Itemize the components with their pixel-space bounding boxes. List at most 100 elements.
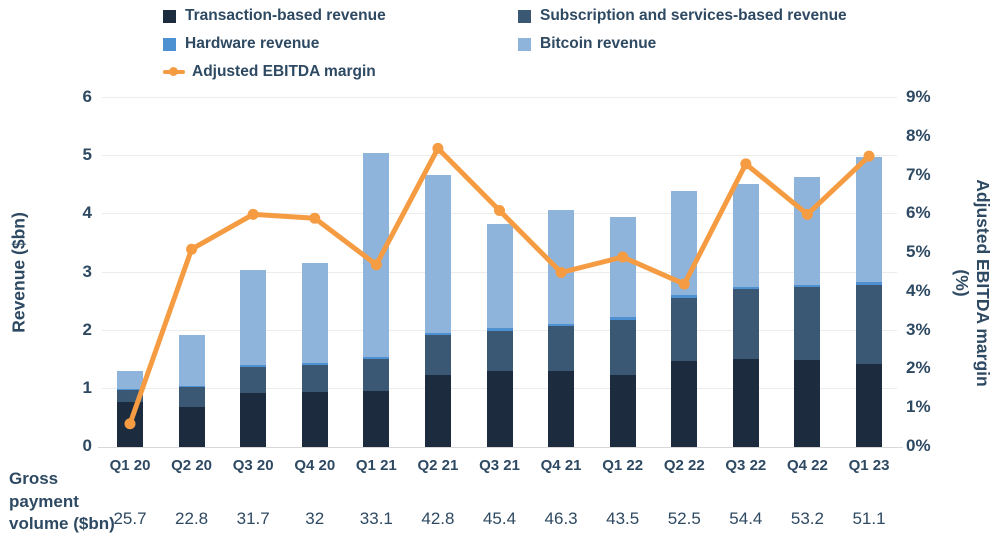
bar-segment-transaction-based-revenue [486,371,513,447]
bar-segment-subscription-and-services-based-revenue [486,330,513,372]
bar-segment-transaction-based-revenue [609,375,636,447]
ebitda-point-q1-23 [863,150,875,162]
y-right-tick-6: 6% [906,203,931,223]
bar-segment-transaction-based-revenue [856,364,882,447]
gpv-value-q2-20: 22.8 [175,509,209,528]
bar-segment-bitcoin-revenue [240,270,267,365]
ebitda-point-q3-20 [247,208,259,220]
bar-segment-subscription-and-services-based-revenue [240,366,267,393]
bar-segment-subscription-and-services-based-revenue [732,289,759,359]
bar-segment-subscription-and-services-based-revenue [856,284,882,365]
gpv-value-q3-22: 54.4 [729,509,763,528]
ebitda-line-marker-icon [163,65,185,79]
bar-segment-transaction-based-revenue [424,375,451,447]
chart-legend: Transaction-based revenue Subscription an… [163,7,847,81]
legend-row-2: Adjusted EBITDA margin [163,63,847,81]
gpv-value-q1-21: 33.1 [359,509,393,528]
y-right-tick-0: 0% [906,436,931,455]
gridline-5 [102,155,897,157]
bar-segment-subscription-and-services-based-revenue [363,358,390,392]
bar-q4-20 [301,98,328,447]
bar-segment-hardware-revenue [363,356,390,359]
ebitda-point-q2-20 [186,243,198,255]
x-tick-q4-20: Q4 20 [294,457,336,474]
ebitda-point-q4-20 [309,212,321,224]
bar-segment-bitcoin-revenue [117,370,143,389]
bar-segment-transaction-based-revenue [671,360,698,447]
bar-segment-hardware-revenue [424,333,451,336]
legend-item-bitcoin-revenue: Bitcoin revenue [518,35,656,53]
y-right-tick-1: 1% [906,397,931,417]
bar-segment-transaction-based-revenue [240,392,267,447]
legend-item-hardware-revenue: Hardware revenue [163,35,518,53]
x-tick-q1-23: Q1 23 [848,457,890,474]
gpv-value-q1-23: 51.1 [852,509,886,528]
y-right-tick-3: 3% [906,319,931,339]
bar-segment-hardware-revenue [486,328,513,331]
bar-segment-hardware-revenue [178,385,205,388]
legend-label: Subscription and services-based revenue [540,7,847,24]
gpv-value-q1-20: 25.7 [113,509,147,528]
bar-segment-transaction-based-revenue [178,407,205,447]
gpv-value-q4-21: 46.3 [544,509,578,528]
x-tick-q4-22: Q4 22 [786,457,828,474]
y-right-tick-4: 4% [906,280,931,300]
right-axis-title: Adjusted EBITDA margin (%) [952,179,993,387]
bar-segment-hardware-revenue [671,294,698,298]
x-tick-q2-21: Q2 21 [417,457,459,474]
gross-payment-volume-label: Gross payment volume ($bn) [9,469,115,534]
bar-segment-hardware-revenue [856,282,882,285]
legend-row-0: Transaction-based revenue Subscription an… [163,7,847,25]
bar-segment-subscription-and-services-based-revenue [424,335,451,376]
y-left-tick-3: 3 [82,261,92,281]
bar-q3-20 [240,98,267,447]
bar-q3-21 [486,98,513,447]
y-right-tick-9: 9% [906,87,931,106]
bar-segment-hardware-revenue [117,388,143,390]
legend-label: Adjusted EBITDA margin [192,63,376,80]
ebitda-margin-line-layer [124,142,875,430]
legend-swatch-hardware-revenue-icon [163,37,176,51]
x-tick-q1-21: Q1 21 [355,457,397,474]
y-right-tick-2: 2% [906,358,931,378]
legend-label: Hardware revenue [185,35,320,52]
bar-segment-subscription-and-services-based-revenue [794,287,821,361]
ebitda-point-q3-21 [494,204,505,216]
bar-segment-bitcoin-revenue [486,223,513,329]
left-axis-title: Revenue ($bn) [8,212,29,333]
y-left-tick-0: 0 [82,436,92,455]
x-tick-q4-21: Q4 21 [540,457,582,474]
x-tick-q3-22: Q3 22 [725,457,767,474]
legend-label: Bitcoin revenue [540,35,657,52]
bar-segment-subscription-and-services-based-revenue [548,326,575,371]
marker-dot [169,67,178,76]
bar-segment-subscription-and-services-based-revenue [178,387,205,408]
ebitda-point-q1-22 [617,251,629,263]
bar-segment-bitcoin-revenue [794,176,821,285]
gpv-value-q4-20: 32 [305,509,325,528]
legend-row-1: Hardware revenue Bitcoin revenue [163,35,847,53]
bar-segment-subscription-and-services-based-revenue [671,297,698,361]
x-axis-line [98,447,903,448]
legend-item-subscription-and-services-based-revenue: Subscription and services-based revenue [518,7,847,25]
y-left-tick-1: 1 [82,377,92,397]
ebitda-point-q1-20 [124,418,136,430]
gpv-value-q3-20: 31.7 [236,509,270,528]
ebitda-point-q3-22 [740,158,752,170]
y-left-tick-4: 4 [82,203,92,223]
bar-segment-hardware-revenue [609,317,636,320]
bar-segment-transaction-based-revenue [301,392,328,447]
gpv-value-q2-21: 42.8 [421,509,455,528]
bar-q2-21 [424,98,451,447]
x-tick-q3-20: Q3 20 [232,457,274,474]
ebitda-point-q4-22 [801,208,813,220]
legend-item-adjusted-ebitda-margin: Adjusted EBITDA margin [163,63,376,81]
x-tick-q3-21: Q3 21 [479,457,520,474]
bar-segment-bitcoin-revenue [732,184,759,288]
gpv-value-q2-22: 52.5 [667,509,701,528]
y-right-tick-8: 8% [906,125,931,145]
bar-q3-22 [732,98,759,447]
x-tick-q1-22: Q1 22 [602,457,644,474]
legend-swatch-transaction-based-revenue-icon [163,9,176,23]
bar-segment-bitcoin-revenue [178,335,205,386]
